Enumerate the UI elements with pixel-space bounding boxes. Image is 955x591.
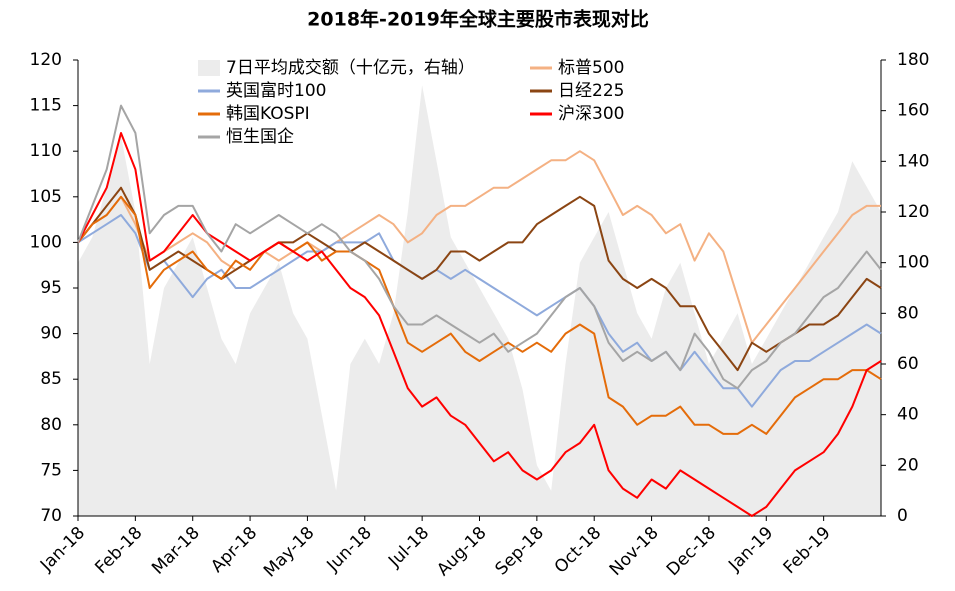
- y2-tick-label: 120: [897, 202, 929, 222]
- y2-tick-label: 100: [897, 253, 929, 273]
- x-tick-label: Jul-18: [384, 523, 433, 572]
- x-tick-label: Aug-18: [433, 523, 490, 580]
- legend-label: 韩国KOSPI: [226, 104, 310, 124]
- legend-label: 标普500: [558, 58, 624, 78]
- x-tick-label: Dec-18: [663, 523, 720, 580]
- x-tick-label: Feb-19: [780, 523, 835, 578]
- x-tick-label: Apr-18: [207, 523, 261, 577]
- y-tick-label: 95: [40, 278, 62, 298]
- x-tick-label: Mar-18: [148, 523, 204, 579]
- y-tick-label: 75: [40, 460, 62, 480]
- y-tick-label: 85: [40, 369, 62, 389]
- legend-label: 英国富时100: [226, 81, 326, 101]
- x-tick-label: Sep-18: [491, 523, 547, 579]
- line: [77, 214, 882, 408]
- legend-label: 日经225: [558, 81, 624, 101]
- area: [78, 85, 881, 517]
- y2-tick-label: 160: [897, 101, 929, 121]
- chart-title: 2018年-2019年全球主要股市表现对比: [307, 8, 649, 31]
- legend-label: 恒生国企: [226, 127, 294, 147]
- y-tick-label: 100: [30, 232, 62, 252]
- y-tick-label: 115: [30, 96, 62, 116]
- x-tick-label: Oct-18: [551, 523, 606, 578]
- y-tick-label: 110: [30, 141, 62, 161]
- line: [77, 132, 882, 517]
- y2-tick-label: 180: [897, 50, 929, 70]
- x-tick-label: Nov-18: [606, 523, 663, 580]
- legend-label: 沪深300: [558, 104, 624, 124]
- y-tick-label: 90: [40, 324, 62, 344]
- y2-tick-label: 80: [897, 303, 919, 323]
- x-tick-label: May-18: [260, 523, 318, 581]
- legend-swatch: [198, 60, 220, 76]
- line: [77, 104, 882, 390]
- y2-tick-label: 60: [897, 354, 919, 374]
- x-tick-label: Jan-19: [724, 523, 777, 576]
- y-tick-label: 105: [30, 187, 62, 207]
- x-tick-label: Feb-18: [91, 523, 146, 578]
- y-tick-label: 70: [40, 506, 62, 526]
- legend-label: 7日平均成交额（十亿元，右轴）: [226, 58, 475, 78]
- line: [77, 195, 882, 435]
- line: [77, 150, 881, 344]
- y2-tick-label: 140: [897, 151, 929, 171]
- y-tick-label: 80: [40, 415, 62, 435]
- y2-tick-label: 20: [897, 455, 919, 475]
- y2-tick-label: 40: [897, 405, 919, 425]
- x-tick-label: Jun-18: [323, 523, 376, 576]
- y-tick-label: 120: [30, 50, 62, 70]
- x-tick-label: Jan-18: [36, 523, 89, 576]
- y2-tick-label: 0: [897, 506, 908, 526]
